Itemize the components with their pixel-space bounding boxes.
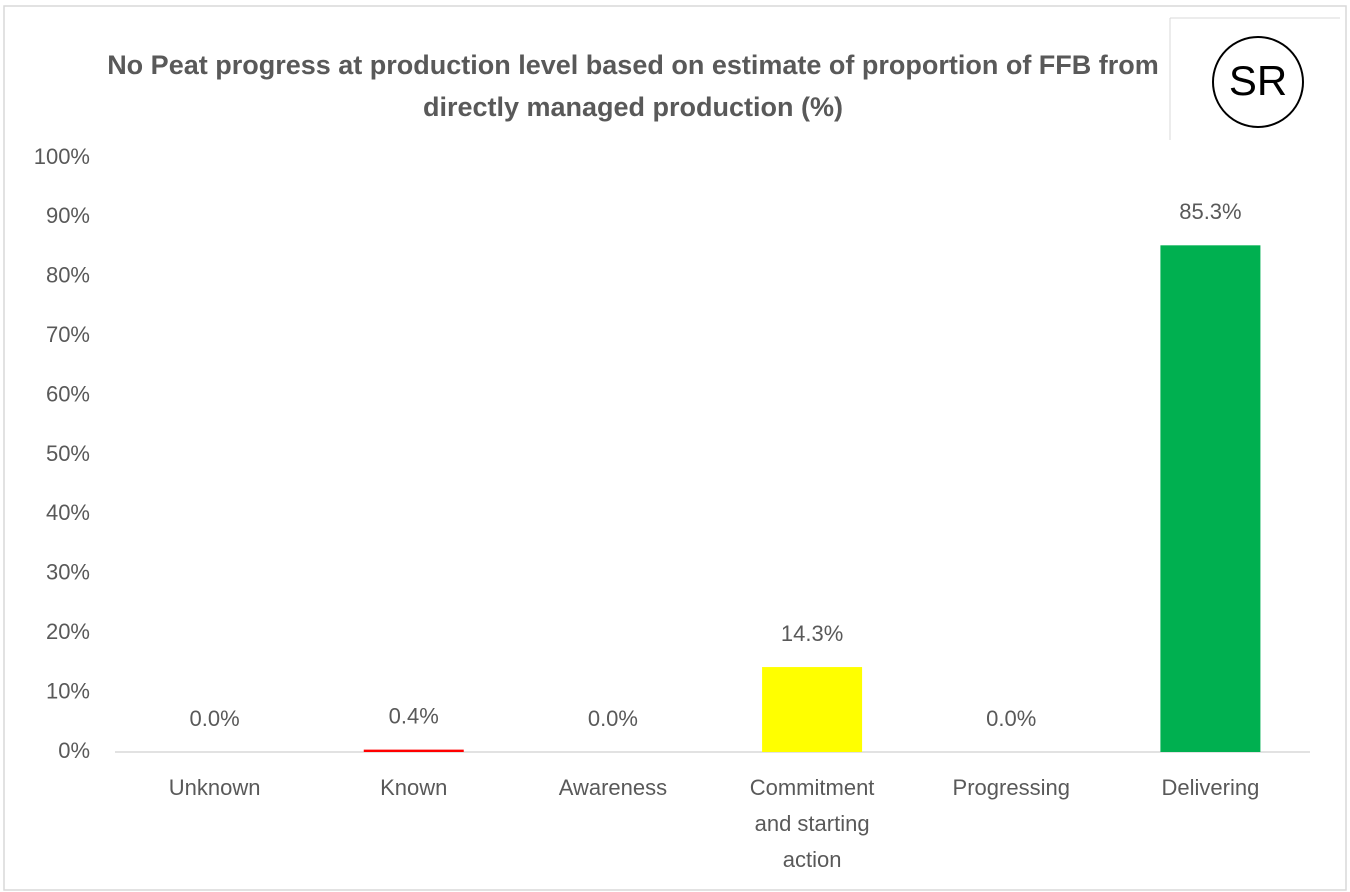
x-tick-label: Progressing bbox=[952, 775, 1070, 800]
y-tick-label: 30% bbox=[46, 560, 90, 585]
y-tick-label: 60% bbox=[46, 381, 90, 406]
y-tick-label: 90% bbox=[46, 203, 90, 228]
x-tick-label: Unknown bbox=[168, 775, 261, 800]
data-label: 0.0% bbox=[986, 706, 1036, 731]
bar bbox=[363, 749, 464, 752]
chart-border bbox=[3, 5, 1347, 891]
y-tick-label: 70% bbox=[46, 322, 90, 347]
data-label: 0.4% bbox=[389, 703, 439, 728]
data-label: 0.0% bbox=[190, 706, 240, 731]
y-tick-label: 10% bbox=[46, 678, 90, 703]
y-tick-label: 80% bbox=[46, 263, 90, 288]
y-tick-label: 0% bbox=[58, 738, 90, 763]
x-tick-label: Delivering bbox=[1161, 775, 1260, 800]
y-tick-label: 50% bbox=[46, 441, 90, 466]
y-tick-label: 100% bbox=[34, 144, 90, 169]
y-tick-label: 20% bbox=[46, 619, 90, 644]
bar bbox=[762, 667, 863, 752]
logo-text: SR bbox=[1229, 57, 1287, 104]
data-label: 0.0% bbox=[588, 706, 638, 731]
y-tick-label: 40% bbox=[46, 500, 90, 525]
chart-title: No Peat progress at production level bas… bbox=[107, 50, 1159, 122]
data-label: 14.3% bbox=[781, 621, 843, 646]
x-tick-label: Known bbox=[380, 775, 448, 800]
x-tick-label: Commitment and starting action bbox=[749, 775, 875, 872]
logo-circle bbox=[1212, 36, 1304, 128]
data-label: 85.3% bbox=[1179, 199, 1241, 224]
x-tick-label: Awareness bbox=[558, 775, 668, 800]
bar bbox=[1160, 245, 1261, 752]
